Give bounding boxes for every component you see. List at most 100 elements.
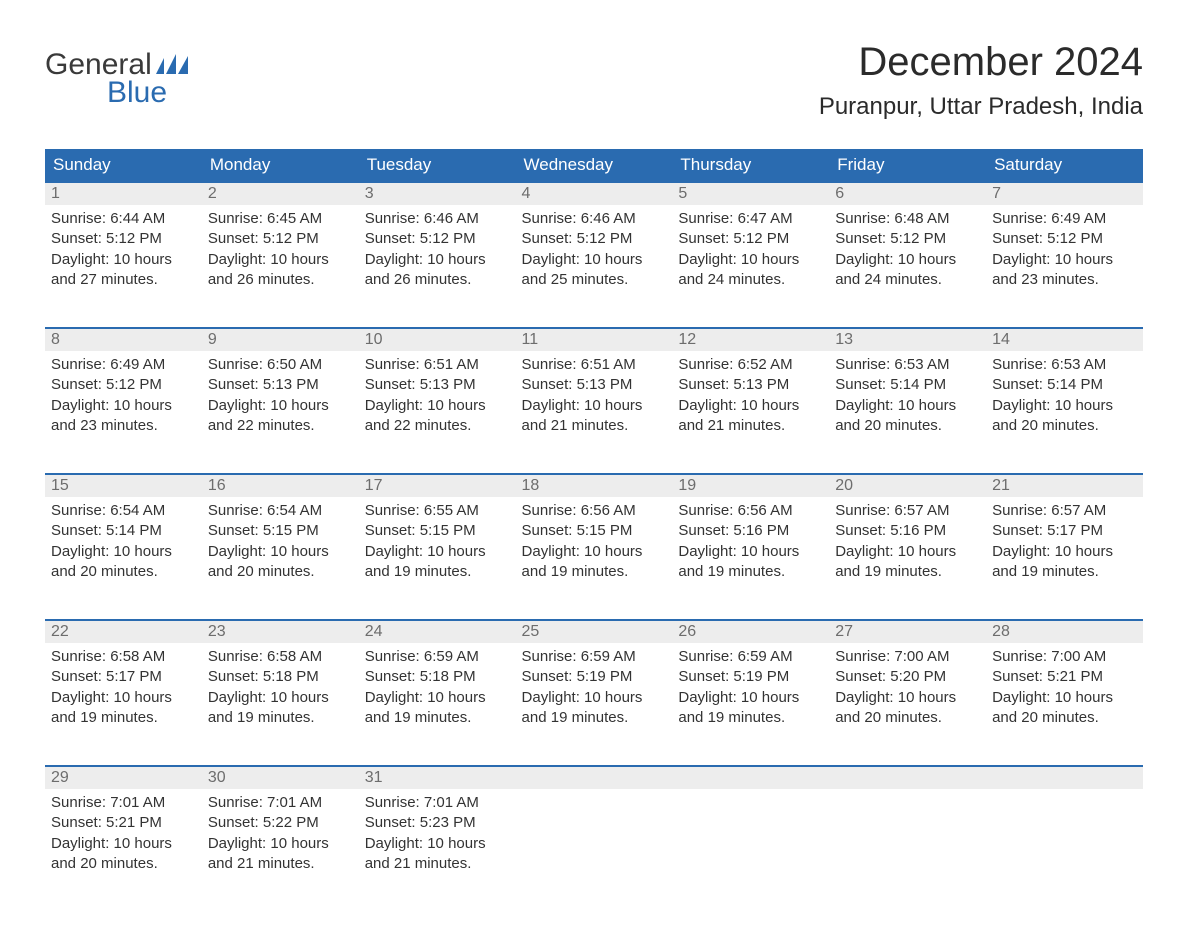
day-details: Sunrise: 6:50 AMSunset: 5:13 PMDaylight:… xyxy=(202,351,359,440)
calendar-day-cell: 16Sunrise: 6:54 AMSunset: 5:15 PMDayligh… xyxy=(202,473,359,601)
daylight-line: Daylight: 10 hours and 26 minutes. xyxy=(208,250,353,291)
daylight-line: Daylight: 10 hours and 20 minutes. xyxy=(51,834,196,875)
calendar-day-cell: 25Sunrise: 6:59 AMSunset: 5:19 PMDayligh… xyxy=(516,619,673,747)
calendar-day-cell: 31Sunrise: 7:01 AMSunset: 5:23 PMDayligh… xyxy=(359,765,516,893)
day-number: 10 xyxy=(359,327,516,351)
day-number: 4 xyxy=(516,181,673,205)
day-details: Sunrise: 6:54 AMSunset: 5:15 PMDaylight:… xyxy=(202,497,359,586)
empty-day-body xyxy=(516,789,673,879)
daylight-line: Daylight: 10 hours and 27 minutes. xyxy=(51,250,196,291)
sunrise-line: Sunrise: 7:01 AM xyxy=(208,793,353,813)
daylight-line: Daylight: 10 hours and 24 minutes. xyxy=(678,250,823,291)
day-details: Sunrise: 6:53 AMSunset: 5:14 PMDaylight:… xyxy=(986,351,1143,440)
day-details: Sunrise: 6:44 AMSunset: 5:12 PMDaylight:… xyxy=(45,205,202,294)
sunset-line: Sunset: 5:22 PM xyxy=(208,813,353,833)
daylight-line: Daylight: 10 hours and 22 minutes. xyxy=(208,396,353,437)
daylight-line: Daylight: 10 hours and 19 minutes. xyxy=(992,542,1137,583)
day-number: 12 xyxy=(672,327,829,351)
daylight-line: Daylight: 10 hours and 21 minutes. xyxy=(522,396,667,437)
calendar-day-cell: 10Sunrise: 6:51 AMSunset: 5:13 PMDayligh… xyxy=(359,327,516,455)
day-details: Sunrise: 6:59 AMSunset: 5:18 PMDaylight:… xyxy=(359,643,516,732)
calendar-day-cell: 8Sunrise: 6:49 AMSunset: 5:12 PMDaylight… xyxy=(45,327,202,455)
sunset-line: Sunset: 5:14 PM xyxy=(51,521,196,541)
day-number: 15 xyxy=(45,473,202,497)
calendar-day-cell: 18Sunrise: 6:56 AMSunset: 5:15 PMDayligh… xyxy=(516,473,673,601)
calendar-day-cell: 23Sunrise: 6:58 AMSunset: 5:18 PMDayligh… xyxy=(202,619,359,747)
daylight-line: Daylight: 10 hours and 20 minutes. xyxy=(835,688,980,729)
day-details: Sunrise: 6:54 AMSunset: 5:14 PMDaylight:… xyxy=(45,497,202,586)
calendar-day-cell: 1Sunrise: 6:44 AMSunset: 5:12 PMDaylight… xyxy=(45,181,202,309)
day-details: Sunrise: 6:52 AMSunset: 5:13 PMDaylight:… xyxy=(672,351,829,440)
sunrise-line: Sunrise: 6:59 AM xyxy=(365,647,510,667)
day-details: Sunrise: 6:51 AMSunset: 5:13 PMDaylight:… xyxy=(516,351,673,440)
day-number: 30 xyxy=(202,765,359,789)
sunset-line: Sunset: 5:18 PM xyxy=(208,667,353,687)
sunrise-line: Sunrise: 6:50 AM xyxy=(208,355,353,375)
calendar-day-cell: 4Sunrise: 6:46 AMSunset: 5:12 PMDaylight… xyxy=(516,181,673,309)
day-number: 23 xyxy=(202,619,359,643)
day-number: 25 xyxy=(516,619,673,643)
day-details: Sunrise: 6:49 AMSunset: 5:12 PMDaylight:… xyxy=(45,351,202,440)
day-details: Sunrise: 6:57 AMSunset: 5:17 PMDaylight:… xyxy=(986,497,1143,586)
calendar-day-cell: 22Sunrise: 6:58 AMSunset: 5:17 PMDayligh… xyxy=(45,619,202,747)
sunset-line: Sunset: 5:12 PM xyxy=(365,229,510,249)
daylight-line: Daylight: 10 hours and 19 minutes. xyxy=(208,688,353,729)
calendar-week-row: 22Sunrise: 6:58 AMSunset: 5:17 PMDayligh… xyxy=(45,619,1143,747)
day-number: 29 xyxy=(45,765,202,789)
weekday-header: Friday xyxy=(829,149,986,181)
calendar-day-cell xyxy=(829,765,986,893)
day-details: Sunrise: 6:53 AMSunset: 5:14 PMDaylight:… xyxy=(829,351,986,440)
daylight-line: Daylight: 10 hours and 21 minutes. xyxy=(678,396,823,437)
sunrise-line: Sunrise: 7:00 AM xyxy=(992,647,1137,667)
day-number: 14 xyxy=(986,327,1143,351)
sunset-line: Sunset: 5:15 PM xyxy=(365,521,510,541)
calendar-day-cell xyxy=(672,765,829,893)
sunset-line: Sunset: 5:12 PM xyxy=(522,229,667,249)
calendar-day-cell xyxy=(516,765,673,893)
daylight-line: Daylight: 10 hours and 19 minutes. xyxy=(522,542,667,583)
daylight-line: Daylight: 10 hours and 19 minutes. xyxy=(365,688,510,729)
day-details: Sunrise: 6:47 AMSunset: 5:12 PMDaylight:… xyxy=(672,205,829,294)
day-number: 27 xyxy=(829,619,986,643)
day-number: 8 xyxy=(45,327,202,351)
day-details: Sunrise: 7:00 AMSunset: 5:21 PMDaylight:… xyxy=(986,643,1143,732)
day-number: 26 xyxy=(672,619,829,643)
calendar-day-cell: 14Sunrise: 6:53 AMSunset: 5:14 PMDayligh… xyxy=(986,327,1143,455)
sunset-line: Sunset: 5:16 PM xyxy=(835,521,980,541)
calendar-day-cell: 29Sunrise: 7:01 AMSunset: 5:21 PMDayligh… xyxy=(45,765,202,893)
calendar-day-cell: 2Sunrise: 6:45 AMSunset: 5:12 PMDaylight… xyxy=(202,181,359,309)
sunrise-line: Sunrise: 6:57 AM xyxy=(835,501,980,521)
calendar-day-cell: 19Sunrise: 6:56 AMSunset: 5:16 PMDayligh… xyxy=(672,473,829,601)
sunset-line: Sunset: 5:19 PM xyxy=(522,667,667,687)
sunrise-line: Sunrise: 6:46 AM xyxy=(365,209,510,229)
sunset-line: Sunset: 5:14 PM xyxy=(835,375,980,395)
sunrise-line: Sunrise: 6:52 AM xyxy=(678,355,823,375)
sunset-line: Sunset: 5:16 PM xyxy=(678,521,823,541)
empty-day-bar xyxy=(986,765,1143,789)
calendar-day-cell: 3Sunrise: 6:46 AMSunset: 5:12 PMDaylight… xyxy=(359,181,516,309)
weekday-header: Monday xyxy=(202,149,359,181)
sunset-line: Sunset: 5:17 PM xyxy=(51,667,196,687)
sunrise-line: Sunrise: 6:44 AM xyxy=(51,209,196,229)
day-number: 9 xyxy=(202,327,359,351)
daylight-line: Daylight: 10 hours and 23 minutes. xyxy=(992,250,1137,291)
sunrise-line: Sunrise: 6:48 AM xyxy=(835,209,980,229)
day-number: 2 xyxy=(202,181,359,205)
sunrise-line: Sunrise: 6:51 AM xyxy=(365,355,510,375)
daylight-line: Daylight: 10 hours and 22 minutes. xyxy=(365,396,510,437)
sunrise-line: Sunrise: 6:57 AM xyxy=(992,501,1137,521)
calendar-day-cell: 15Sunrise: 6:54 AMSunset: 5:14 PMDayligh… xyxy=(45,473,202,601)
day-number: 21 xyxy=(986,473,1143,497)
sunrise-line: Sunrise: 6:59 AM xyxy=(522,647,667,667)
weekday-header: Thursday xyxy=(672,149,829,181)
day-details: Sunrise: 7:01 AMSunset: 5:22 PMDaylight:… xyxy=(202,789,359,878)
day-number: 22 xyxy=(45,619,202,643)
day-details: Sunrise: 6:59 AMSunset: 5:19 PMDaylight:… xyxy=(672,643,829,732)
daylight-line: Daylight: 10 hours and 20 minutes. xyxy=(51,542,196,583)
sunset-line: Sunset: 5:17 PM xyxy=(992,521,1137,541)
logo-word-blue: Blue xyxy=(107,76,188,110)
sunrise-line: Sunrise: 6:54 AM xyxy=(51,501,196,521)
sunset-line: Sunset: 5:13 PM xyxy=(522,375,667,395)
calendar-day-cell: 30Sunrise: 7:01 AMSunset: 5:22 PMDayligh… xyxy=(202,765,359,893)
calendar-day-cell: 6Sunrise: 6:48 AMSunset: 5:12 PMDaylight… xyxy=(829,181,986,309)
